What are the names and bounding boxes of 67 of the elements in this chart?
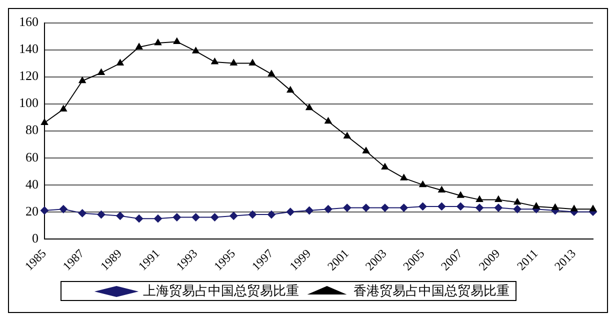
point <box>154 39 162 46</box>
point <box>344 132 351 138</box>
point <box>305 206 314 214</box>
point <box>267 210 276 219</box>
point <box>98 68 105 76</box>
y-tick-label: 100 <box>19 95 38 110</box>
point <box>230 212 238 220</box>
y-tick-label: 120 <box>19 68 38 84</box>
y-tick-label: 80 <box>26 122 38 138</box>
y-tick-label: 20 <box>26 203 38 218</box>
point <box>172 213 181 222</box>
point <box>570 205 578 212</box>
point <box>343 204 352 212</box>
point <box>78 76 86 84</box>
point <box>40 118 48 125</box>
point <box>324 205 332 214</box>
point <box>476 196 484 202</box>
point <box>552 204 559 210</box>
point <box>59 205 68 214</box>
point <box>494 196 502 202</box>
point <box>97 210 106 219</box>
point <box>400 204 408 212</box>
point <box>362 147 370 154</box>
y-tick-label: 0 <box>32 230 38 246</box>
y-tick-label: 40 <box>26 176 38 192</box>
point <box>116 59 124 66</box>
point <box>248 210 257 219</box>
point <box>456 202 465 210</box>
point <box>192 47 200 54</box>
point <box>268 70 275 76</box>
point <box>532 202 540 209</box>
point <box>438 186 446 192</box>
point <box>135 214 144 223</box>
point <box>381 163 388 170</box>
point <box>154 214 162 223</box>
point <box>419 180 426 188</box>
point <box>192 213 200 222</box>
y-tick-label: 60 <box>26 149 38 164</box>
point <box>116 212 124 220</box>
point <box>286 86 294 93</box>
point <box>173 38 180 44</box>
point <box>324 117 332 124</box>
point <box>362 204 370 212</box>
point <box>514 198 521 205</box>
point <box>438 202 446 210</box>
point <box>136 43 143 50</box>
legend-label: 香港贸易占中国总贸易比重 <box>354 284 510 299</box>
point <box>306 104 313 110</box>
point <box>418 202 427 210</box>
point <box>78 209 86 218</box>
y-tick-label: 160 <box>19 14 38 30</box>
point <box>60 105 67 112</box>
point <box>589 205 597 212</box>
point <box>380 204 389 212</box>
point <box>249 59 256 66</box>
point <box>286 208 294 216</box>
point <box>210 213 219 222</box>
point <box>494 204 502 212</box>
point <box>513 205 522 214</box>
legend-label: 上海贸易占中国总贸易比重 <box>143 284 299 299</box>
point <box>457 192 464 198</box>
y-tick-label: 140 <box>19 41 38 56</box>
point <box>211 58 218 64</box>
point <box>40 206 48 214</box>
point <box>476 204 484 212</box>
point <box>400 174 408 180</box>
point <box>230 59 238 66</box>
